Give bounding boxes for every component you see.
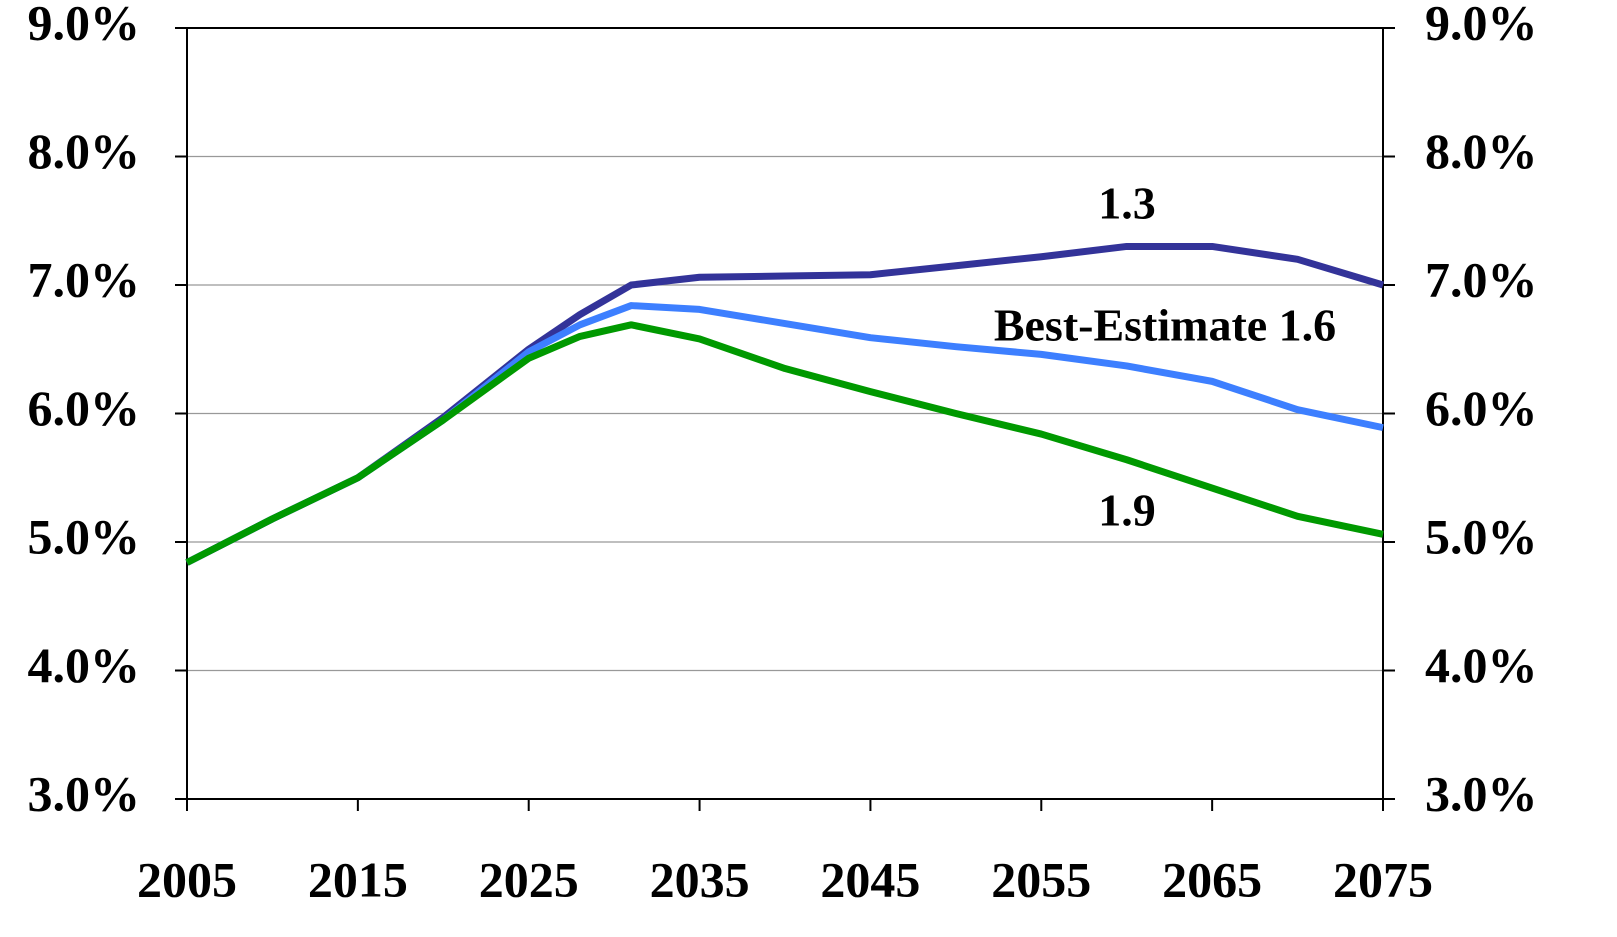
- series-label: 1.9: [1098, 485, 1156, 536]
- x-tick-label: 2035: [650, 851, 750, 907]
- series-line: [185, 321, 1384, 566]
- y-tick-label: 9.0%: [28, 0, 141, 50]
- series-line: [185, 242, 1385, 566]
- x-tick-label: 2065: [1162, 851, 1262, 907]
- y-tick-label: 7.0%: [28, 251, 141, 307]
- series-label: 1.3: [1098, 178, 1156, 229]
- x-tick-label: 2075: [1333, 851, 1433, 907]
- y2-tick-label: 6.0%: [1425, 380, 1538, 436]
- series-label: Best-Estimate 1.6: [994, 300, 1336, 351]
- y2-tick-label: 7.0%: [1425, 251, 1538, 307]
- y-tick-label: 5.0%: [28, 508, 141, 564]
- x-tick-label: 2025: [479, 851, 579, 907]
- y2-tick-label: 8.0%: [1425, 123, 1538, 179]
- x-tick-label: 2055: [991, 851, 1091, 907]
- y2-tick-label: 9.0%: [1425, 0, 1538, 50]
- y-tick-label: 8.0%: [28, 123, 141, 179]
- y2-tick-label: 5.0%: [1425, 508, 1538, 564]
- x-tick-label: 2015: [308, 851, 408, 907]
- y-tick-label: 3.0%: [28, 765, 141, 821]
- x-tick-label: 2045: [820, 851, 920, 907]
- y-tick-label: 6.0%: [28, 380, 141, 436]
- y2-tick-label: 3.0%: [1425, 765, 1538, 821]
- plot-frame: [186, 27, 1384, 800]
- y-tick-label: 4.0%: [28, 637, 141, 693]
- x-tick-label: 2005: [137, 851, 237, 907]
- y2-tick-label: 4.0%: [1425, 637, 1538, 693]
